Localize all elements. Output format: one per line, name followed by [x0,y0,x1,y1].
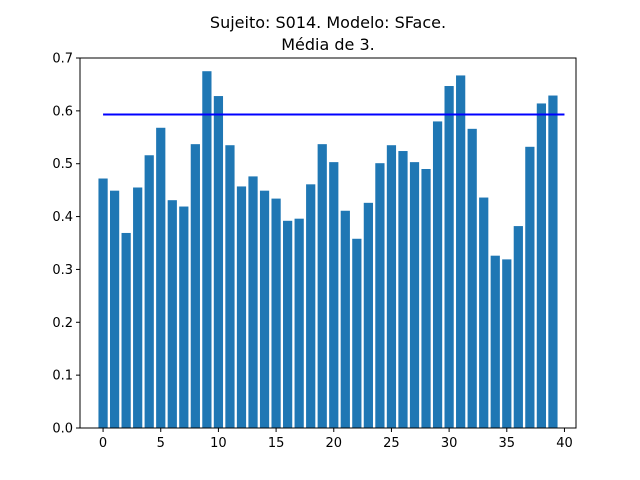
x-tick-label: 5 [157,436,165,451]
bar-28 [421,169,431,428]
bar-27 [409,162,420,428]
bar-17 [294,218,304,428]
bar-1 [109,190,120,428]
x-tick-label: 10 [210,436,227,451]
bar-31 [456,75,466,428]
x-tick-label: 35 [499,436,516,451]
bar-39 [548,95,558,429]
y-tick-label: 0.1 [52,369,73,384]
bar-33 [479,197,489,428]
y-tick-label: 0.3 [52,263,73,278]
chart-title: Sujeito: S014. Modelo: SFace. [210,13,446,32]
y-tick-label: 0.6 [52,104,73,119]
bar-11 [225,145,235,428]
y-tick-label: 0.0 [52,422,73,437]
bar-12 [236,186,247,428]
bar-38 [536,103,547,428]
bar-2 [121,232,131,428]
bar-19 [317,144,327,428]
bar-20 [329,162,339,428]
bar-9 [202,71,212,428]
bar-35 [502,259,512,428]
x-axis-ticks: 0 5 10 15 20 25 30 35 40 [99,428,573,451]
y-tick-label: 0.5 [52,157,73,172]
bar-36 [513,226,523,428]
x-tick-label: 20 [325,436,342,451]
bar-22 [352,238,362,428]
y-tick-label: 0.2 [52,316,73,331]
bar-6 [167,200,177,428]
bar-37 [525,146,535,429]
bar-3 [133,187,143,428]
bar-29 [432,121,443,428]
bar-15 [271,198,281,428]
x-tick-label: 15 [268,436,285,451]
y-tick-label: 0.4 [52,210,73,225]
bar-13 [248,176,258,428]
bars-group [98,71,558,429]
bar-7 [179,206,189,428]
bar-10 [213,96,224,429]
y-tick-label: 0.7 [52,52,73,67]
x-tick-label: 30 [441,436,458,451]
bar-8 [190,144,200,428]
x-tick-label: 25 [383,436,400,451]
bar-24 [375,163,385,428]
bar-14 [259,190,270,428]
chart-subtitle: Média de 3. [281,35,375,54]
bar-34 [490,255,500,428]
bar-23 [363,202,373,428]
bar-16 [283,220,293,428]
bar-25 [386,145,397,428]
bar-32 [467,128,477,429]
bar-26 [398,151,408,428]
x-tick-label: 0 [99,436,107,451]
y-axis-ticks: 0.0 0.1 0.2 0.3 0.4 0.5 0.6 0.7 [52,52,80,437]
bar-21 [340,210,350,428]
bar-18 [306,184,316,428]
x-tick-label: 40 [556,436,573,451]
plot-frame [79,57,577,429]
bar-0 [98,178,108,428]
bar-5 [156,127,166,429]
bar-30 [444,86,454,428]
bar-4 [144,155,154,428]
